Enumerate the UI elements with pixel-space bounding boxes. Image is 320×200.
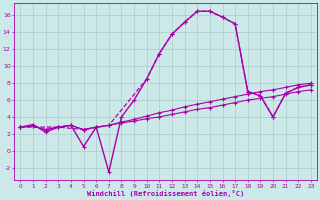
X-axis label: Windchill (Refroidissement éolien,°C): Windchill (Refroidissement éolien,°C) [87, 190, 244, 197]
